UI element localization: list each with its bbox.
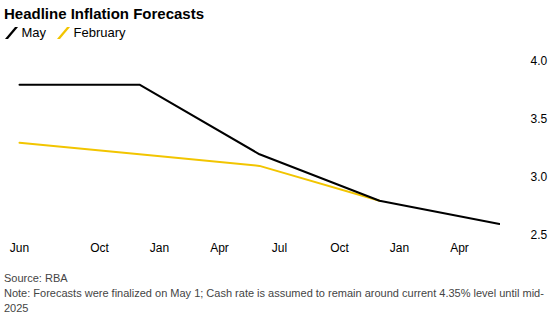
svg-text:2.5: 2.5 (531, 228, 548, 242)
html-text:May: May (21, 25, 47, 40)
svg-text:3.0: 3.0 (531, 170, 548, 184)
svg-text:Oct: Oct (90, 241, 109, 255)
svg-text:Apr: Apr (450, 241, 469, 255)
html-text:Note: Forecasts were finalized: Note: Forecasts were finalized on May 1;… (4, 287, 544, 314)
svg-text:4.0: 4.0 (531, 54, 548, 68)
svg-text:Jan: Jan (390, 241, 409, 255)
svg-text:3.5: 3.5 (531, 112, 548, 126)
svg-text:Jul: Jul (272, 241, 287, 255)
html-text:Source: RBA: Source: RBA (4, 272, 68, 284)
svg-text:Oct: Oct (330, 241, 349, 255)
svg-text:Apr: Apr (210, 241, 229, 255)
html-text:February: February (73, 25, 126, 40)
svg-text:Jan: Jan (150, 241, 169, 255)
svg-text:Jun: Jun (10, 241, 29, 255)
html-text:Headline Inflation Forecasts: Headline Inflation Forecasts (4, 5, 204, 22)
